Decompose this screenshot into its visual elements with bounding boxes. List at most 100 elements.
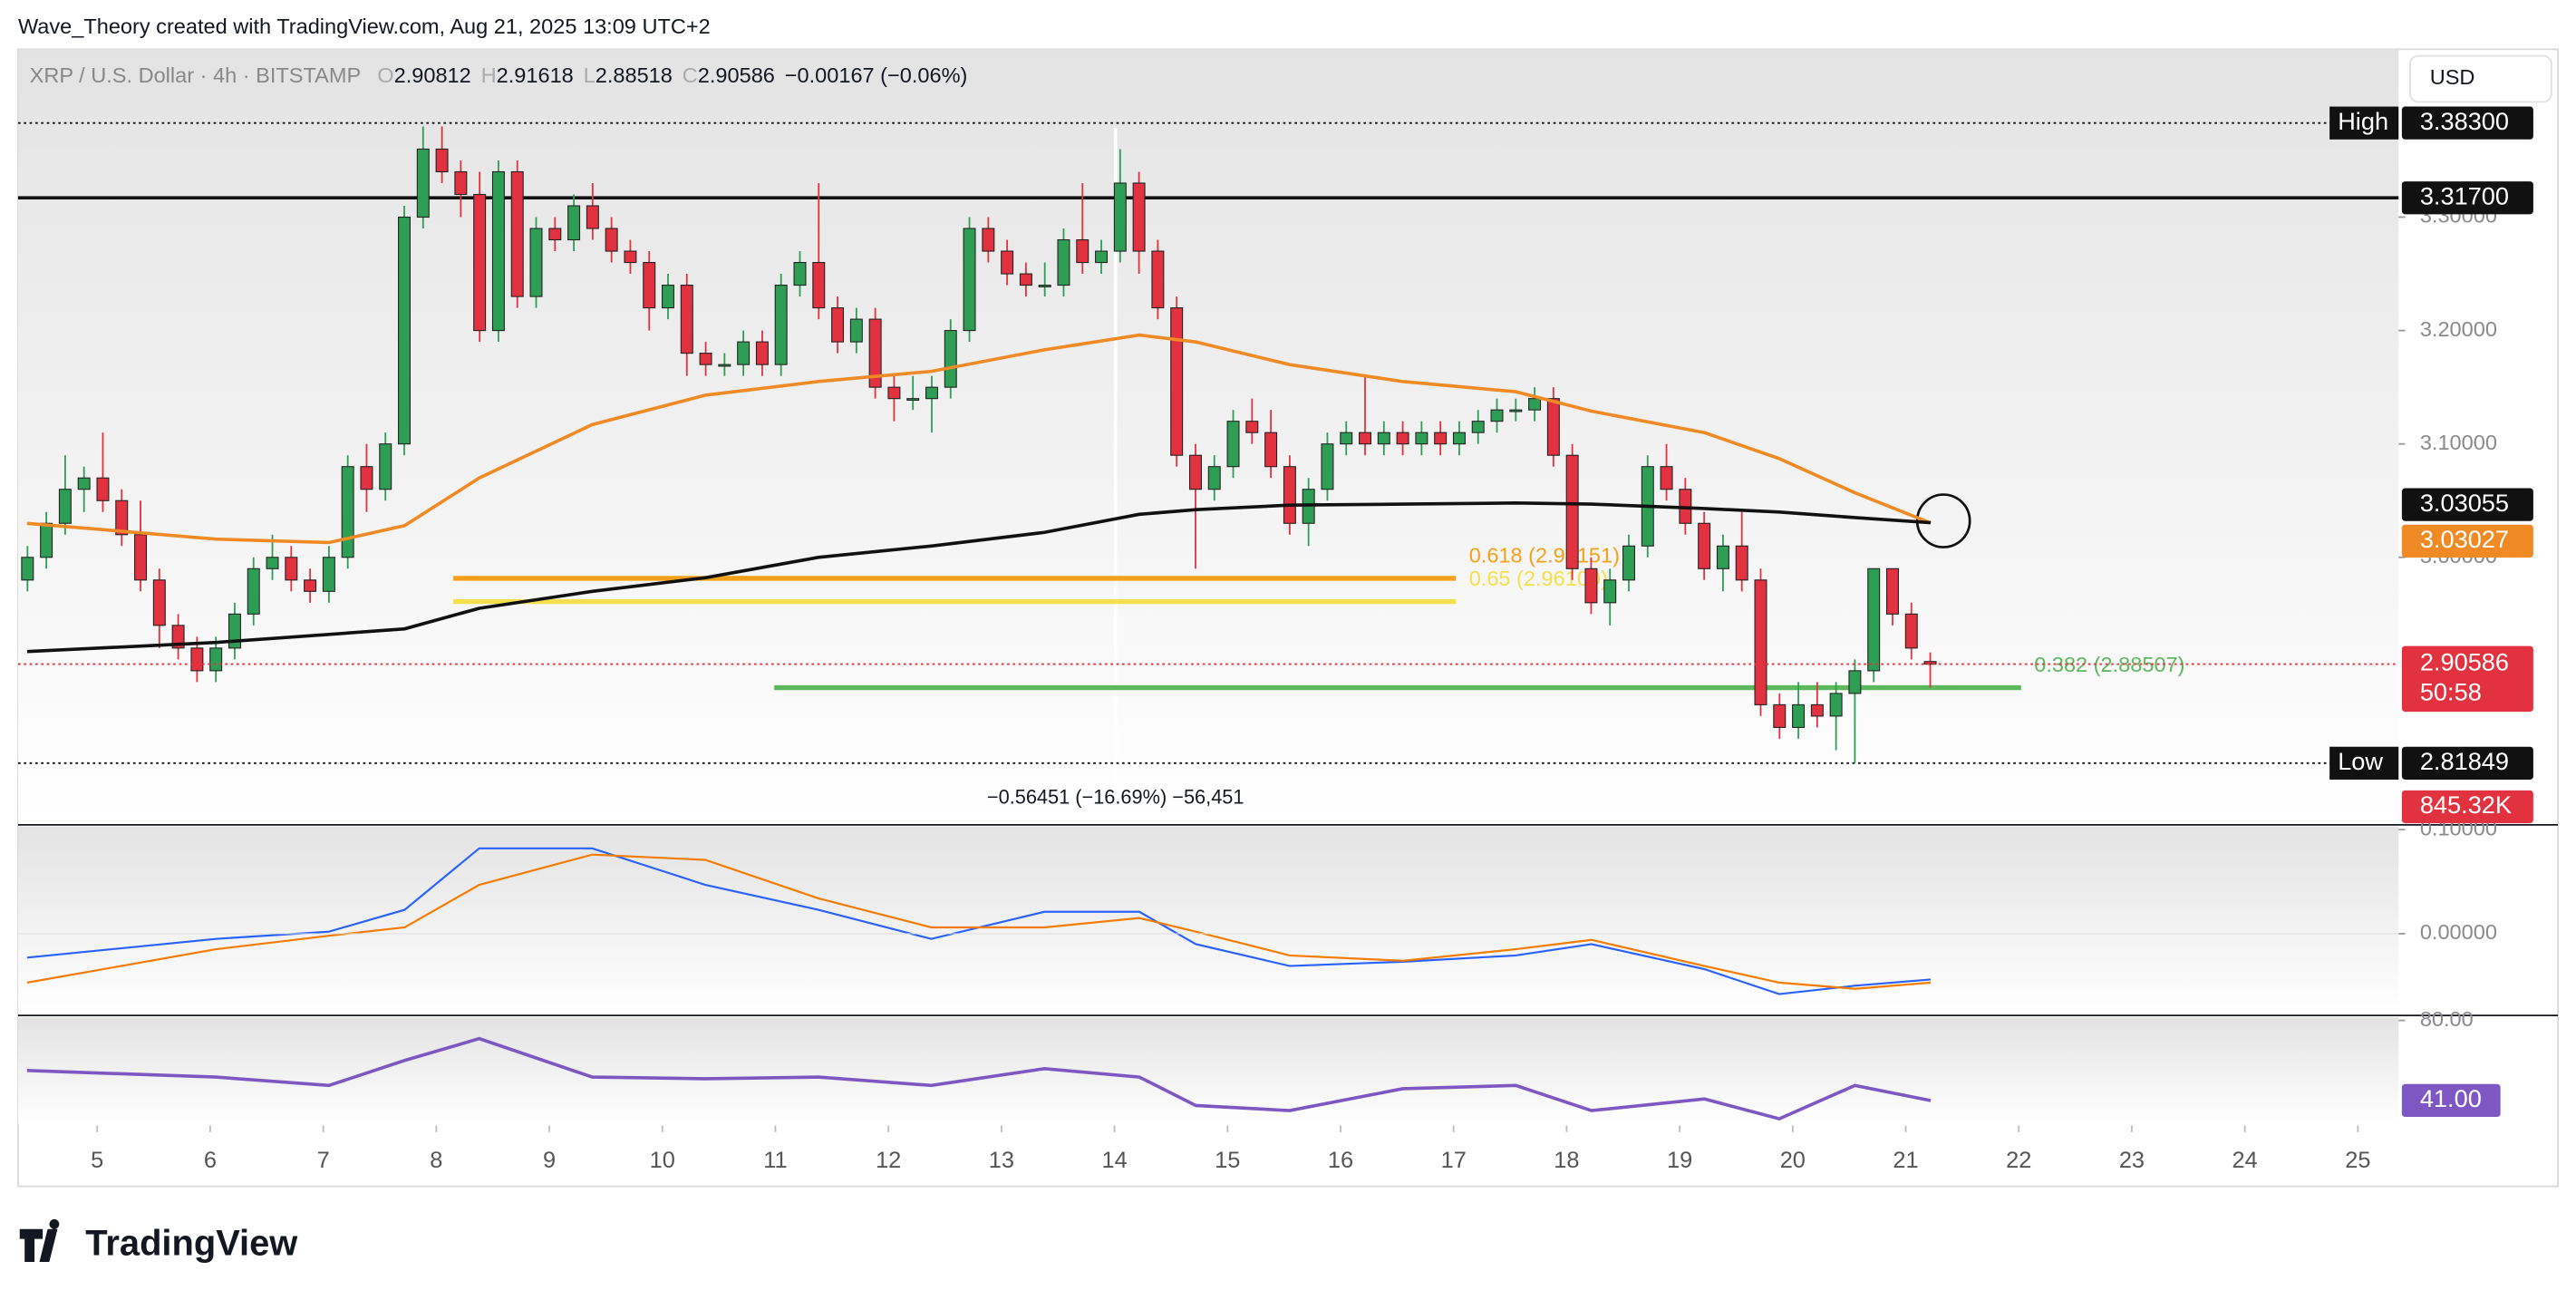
y-tick-label: 0.00000 (2420, 920, 2497, 944)
candle-body (1622, 545, 1635, 581)
x-tick-label: 14 (1101, 1148, 1127, 1173)
candle-body (812, 262, 826, 309)
candle-body (304, 579, 317, 592)
x-tick-label: 5 (91, 1148, 103, 1173)
candle-body (1528, 398, 1542, 411)
macd-pane (17, 826, 2399, 1014)
candle-body (1434, 432, 1448, 445)
candle-body (1810, 703, 1824, 717)
ohlc-value: 2.88518 (596, 63, 673, 87)
candle-body (115, 500, 129, 536)
y-tick-label: 3.10000 (2420, 431, 2497, 454)
candle-body (755, 341, 769, 365)
y-tick-label: 80.00 (2420, 1007, 2474, 1031)
candle-body (1415, 432, 1428, 445)
currency[interactable]: USD (2430, 65, 2475, 89)
x-tick-label: 19 (1667, 1148, 1692, 1173)
candle-body (473, 193, 487, 332)
candle-body (1226, 421, 1240, 468)
x-tick-label: 12 (876, 1148, 901, 1173)
candle-body (849, 318, 863, 343)
ohlc-value: 2.90586 (698, 63, 775, 87)
level-label: 2.81849 (2420, 747, 2509, 775)
candle-body (868, 318, 882, 388)
candle-body (1057, 238, 1070, 286)
candle-body (1377, 432, 1390, 445)
currency-button[interactable] (2409, 54, 2552, 103)
logo-mark (19, 1218, 60, 1263)
candle-body (1359, 432, 1372, 445)
candle-body (1113, 182, 1127, 252)
volume-label: 845.32K (2420, 791, 2512, 819)
candle-body (906, 398, 920, 402)
candle-body (793, 262, 807, 286)
candle-body (548, 228, 562, 241)
last-price-bg (2401, 645, 2533, 713)
candle-body (322, 557, 335, 592)
candle-body (247, 568, 260, 615)
candle-body (1170, 307, 1184, 456)
candle-body (944, 330, 957, 388)
fib-label: 0.65 (2.96100) (1469, 567, 1608, 590)
candle-body (190, 647, 204, 672)
candle-body (1188, 454, 1202, 490)
level-name-bg (2329, 106, 2399, 140)
candle-body (285, 557, 298, 581)
candle-body (1245, 421, 1259, 433)
candle-body (643, 262, 656, 309)
ohlc-letter: L (584, 63, 596, 87)
candle-body (1207, 466, 1221, 490)
level-label-bg (2401, 181, 2533, 215)
candle-body (529, 228, 543, 297)
x-tick-label: 18 (1554, 1148, 1579, 1173)
countdown: 50:58 (2420, 677, 2482, 705)
candle-body (1321, 443, 1334, 490)
candle-body (1471, 421, 1485, 433)
candle-body (1396, 432, 1409, 445)
x-tick-label: 23 (2119, 1148, 2145, 1173)
candle-body (1038, 285, 1051, 287)
candle-body (1735, 545, 1748, 581)
candle-body (887, 386, 901, 400)
moving-average (26, 500, 1932, 654)
ohlc-value: 2.90812 (394, 63, 471, 87)
candle-body (1698, 522, 1711, 569)
x-tick-label: 7 (317, 1148, 330, 1173)
last-price: 2.90586 (2420, 648, 2509, 676)
candle-body (1885, 568, 1899, 615)
candle-body (209, 647, 223, 672)
candle-body (831, 307, 845, 343)
x-tick-label: 20 (1780, 1148, 1806, 1173)
ohlc-value: 2.91618 (497, 63, 574, 87)
candle-body (1716, 545, 1729, 569)
ma-label: 3.03055 (2420, 489, 2509, 517)
logo-text: TradingView (85, 1223, 298, 1263)
candle-body (1904, 613, 1918, 649)
candle-body (40, 522, 53, 558)
interval: 4h (213, 63, 237, 87)
level-name: High (2338, 107, 2388, 135)
candle-body (1283, 466, 1296, 524)
measure-label: −0.56451 (−16.69%) −56,451 (987, 786, 1244, 809)
candle-body (1490, 409, 1504, 422)
ohlc-letter: H (481, 63, 497, 87)
candle-body (1452, 432, 1466, 445)
separator: · (237, 63, 256, 87)
level-name-bg (2329, 746, 2399, 780)
candle-body (699, 353, 712, 365)
ohlc-letter: C (683, 63, 698, 87)
x-tick-label: 17 (1441, 1148, 1467, 1173)
candle-body (416, 148, 430, 218)
rsi-label-bg (2401, 1083, 2501, 1118)
x-tick-label: 21 (1893, 1148, 1918, 1173)
candle-body (1151, 250, 1165, 309)
macd-line (26, 847, 1932, 995)
candle-body (1264, 432, 1278, 468)
candle-body (1660, 466, 1673, 490)
candle-body (491, 170, 505, 332)
candle-body (1546, 398, 1560, 456)
candle-body (982, 228, 995, 252)
change: −0.00167 (−0.06%) (785, 63, 968, 87)
candle-body (152, 579, 166, 626)
